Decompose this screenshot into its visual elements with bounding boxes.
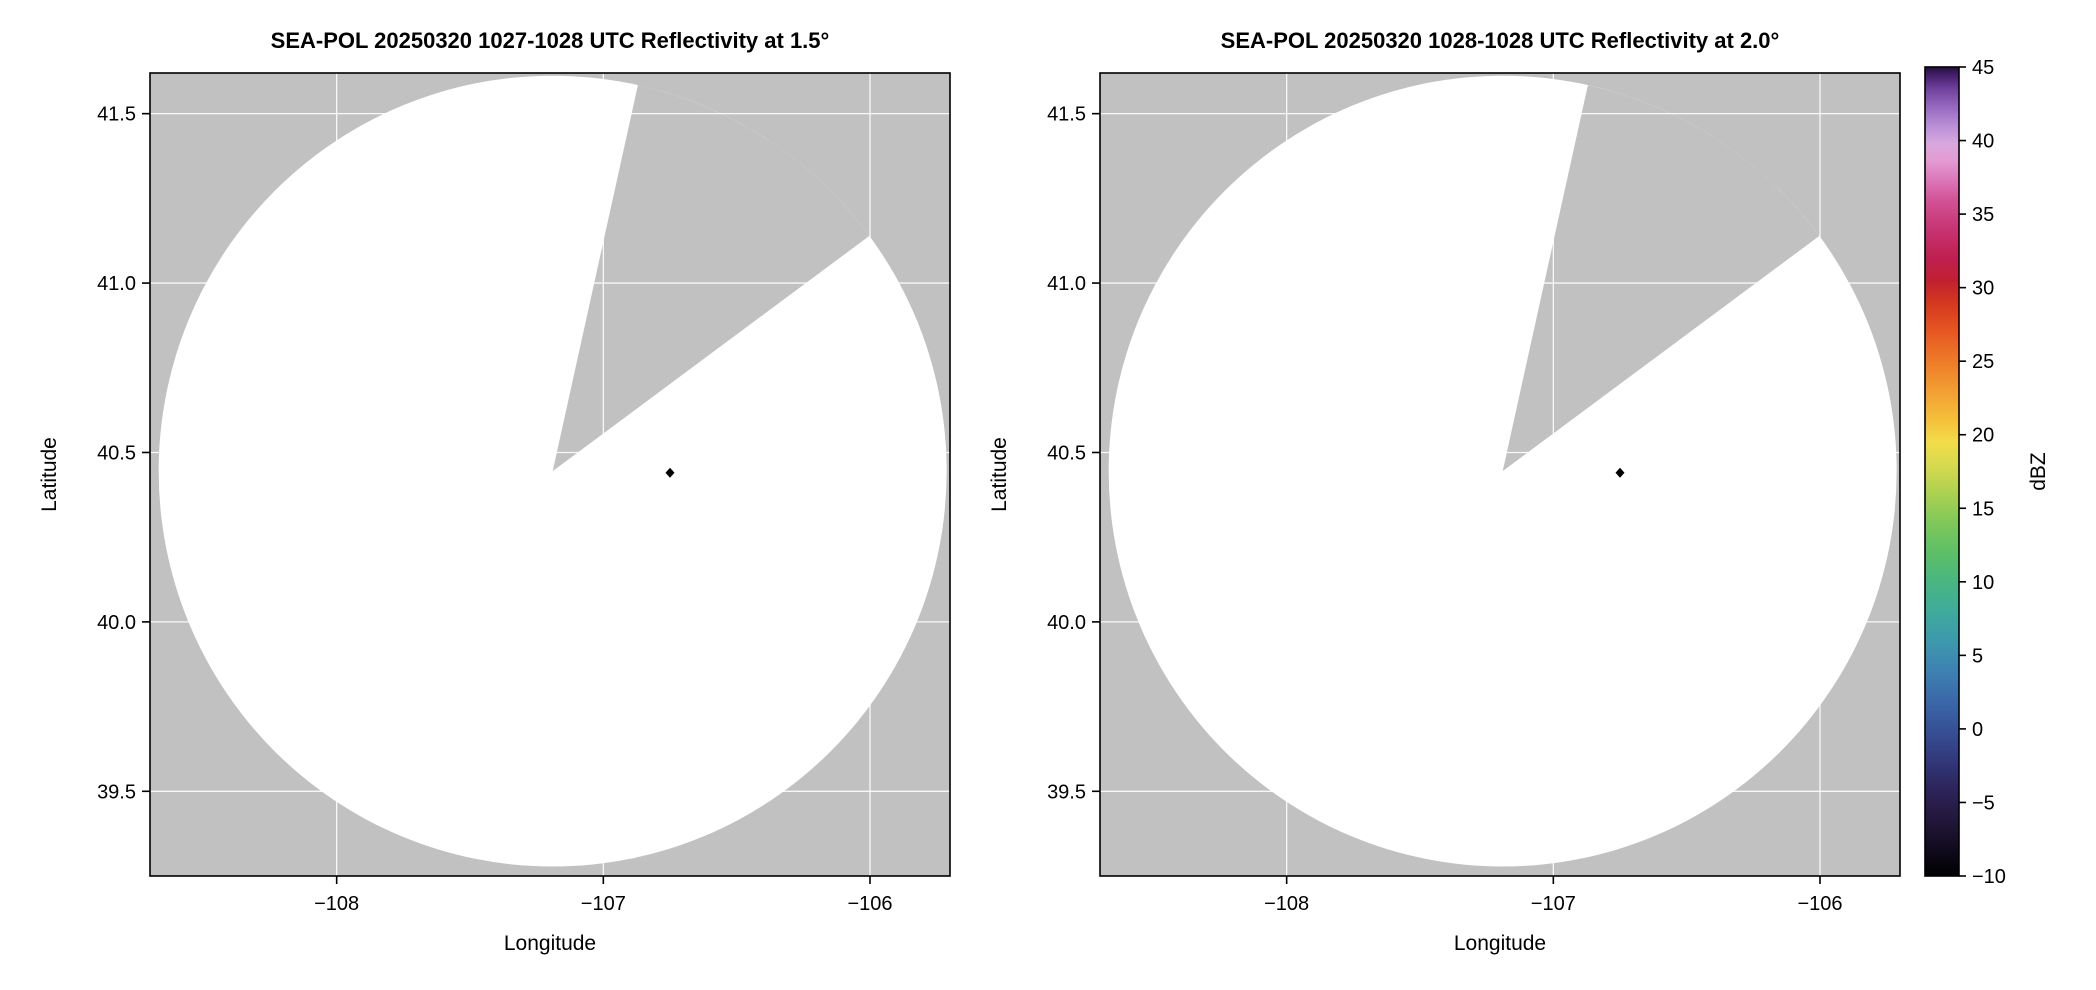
point-echo <box>665 467 675 478</box>
panel-title: SEA-POL 20250320 1028-1028 UTC Reflectiv… <box>1221 28 1780 53</box>
colorbar-gradient <box>1925 67 1959 876</box>
panel-title: SEA-POL 20250320 1027-1028 UTC Reflectiv… <box>271 28 830 53</box>
colorbar-tick-label: −10 <box>1972 866 2006 888</box>
x-tick-label: −106 <box>847 893 892 915</box>
x-tick-label: −108 <box>314 893 359 915</box>
colorbar-tick-label: 5 <box>1972 645 1983 667</box>
x-tick-label: −106 <box>1797 893 1842 915</box>
colorbar-tick-label: 0 <box>1972 719 1983 741</box>
x-tick-label: −107 <box>1531 893 1576 915</box>
y-tick-label: 41.5 <box>97 104 136 126</box>
x-axis-label: Longitude <box>1454 932 1546 955</box>
colorbar: −10 −5 0 5 10 15 20 25 30 35 40 45 dBZ <box>1924 57 2050 888</box>
colorbar-tick-label: 45 <box>1972 57 1994 79</box>
y-tick-label: 40.0 <box>97 612 136 634</box>
colorbar-tick-label: 35 <box>1972 204 1994 226</box>
x-tick-label: −108 <box>1264 893 1309 915</box>
radar-panel-1: −108 −107 −106 39.5 40.0 40.5 41.0 41.5 SEA-POL … <box>38 28 951 955</box>
missing-data-sector <box>1502 85 1820 472</box>
colorbar-tick-label: 15 <box>1972 498 1994 520</box>
y-axis-label: Latitude <box>988 437 1011 512</box>
colorbar-tick-label: 10 <box>1972 572 1994 594</box>
plot-frame <box>1099 72 1901 877</box>
y-tick-label: 40.5 <box>1047 442 1086 464</box>
colorbar-tick-label: 20 <box>1972 425 1994 447</box>
y-tick-label: 40.0 <box>1047 612 1086 634</box>
y-tick-label: 41.0 <box>1047 273 1086 295</box>
y-tick-label: 39.5 <box>97 781 136 803</box>
colorbar-tick-label: 40 <box>1972 131 1994 153</box>
x-axis-label: Longitude <box>504 932 596 955</box>
y-tick-label: 41.5 <box>1047 104 1086 126</box>
colorbar-tick-label: −5 <box>1972 792 1995 814</box>
colorbar-tick-label: 30 <box>1972 278 1994 300</box>
y-axis-label: Latitude <box>38 437 61 512</box>
y-tick-label: 41.0 <box>97 273 136 295</box>
radar-panel-2: −108 −107 −106 39.5 40.0 40.5 41.0 41.5 SEA-POL … <box>988 28 1901 955</box>
plot-frame <box>149 72 951 877</box>
x-tick-label: −107 <box>581 893 626 915</box>
y-tick-label: 40.5 <box>97 442 136 464</box>
colorbar-frame <box>1924 66 1960 877</box>
missing-data-sector <box>552 85 870 472</box>
point-echo <box>1615 467 1625 478</box>
colorbar-label: dBZ <box>2027 452 2050 491</box>
y-tick-label: 39.5 <box>1047 781 1086 803</box>
colorbar-tick-label: 25 <box>1972 351 1994 373</box>
